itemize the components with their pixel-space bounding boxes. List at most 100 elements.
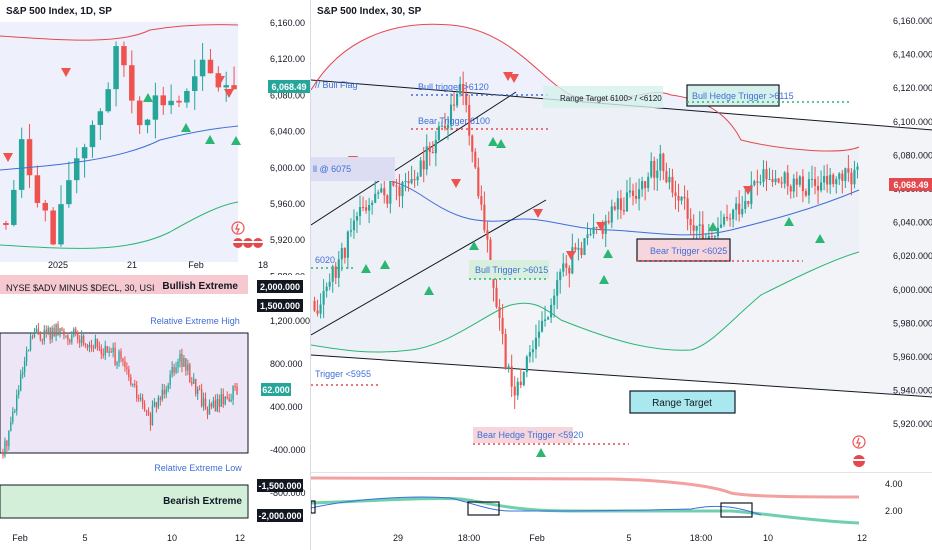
breadth-bar bbox=[19, 374, 22, 391]
candle-body bbox=[662, 153, 665, 172]
candle-body bbox=[531, 349, 534, 353]
intraday-basis bbox=[310, 174, 860, 236]
axis-tick-label: 1,200.000 bbox=[270, 316, 310, 326]
intraday-chart-pane[interactable]: // Bull Flag Bull trigger >6120 Bear Tri… bbox=[310, 0, 932, 472]
buy-arrow-icon bbox=[496, 139, 506, 148]
candle-body bbox=[707, 236, 710, 240]
bull-trigger-6015-box bbox=[469, 260, 549, 279]
breadth-bar bbox=[4, 440, 6, 456]
candle-body bbox=[446, 124, 450, 129]
candle-body bbox=[456, 94, 459, 106]
candle-body bbox=[419, 160, 422, 177]
candle-body bbox=[725, 216, 729, 219]
candle-body bbox=[389, 180, 392, 204]
buy-arrow-icon bbox=[536, 448, 546, 457]
breadth-bar bbox=[27, 350, 30, 352]
candle-body bbox=[583, 238, 586, 256]
daily-last-price: 6,068.49 bbox=[271, 82, 306, 92]
breadth-bar bbox=[124, 361, 126, 368]
breadth-bar bbox=[183, 358, 185, 367]
axis-tick-label: 6,080.000 bbox=[893, 150, 932, 160]
breadth-bar bbox=[51, 327, 53, 340]
breadth-bar bbox=[202, 398, 205, 407]
candle-body bbox=[556, 280, 559, 296]
breadth-bar bbox=[100, 348, 103, 354]
breadth-bar bbox=[71, 335, 73, 343]
intraday-title: S&P 500 Index, 30, SP bbox=[317, 6, 422, 17]
bull-hedge-trigger-label: Bull Hedge Trigger >6115 bbox=[692, 91, 794, 101]
breadth-bar bbox=[118, 351, 120, 363]
candle-body bbox=[747, 200, 750, 205]
breadth-axis: 1,200.000800.000400.000-400.000-800.000-… bbox=[270, 316, 313, 541]
candle-body bbox=[616, 198, 619, 210]
daily-signal-arrows bbox=[3, 68, 241, 162]
candle-body bbox=[513, 386, 516, 396]
breadth-bar bbox=[195, 378, 197, 395]
breadth-bar bbox=[153, 402, 156, 406]
breadth-bar bbox=[94, 338, 97, 348]
candle-body bbox=[462, 83, 465, 94]
candle-body bbox=[832, 174, 835, 185]
candle-body bbox=[81, 147, 88, 159]
relative-extreme-box bbox=[0, 332, 249, 454]
candle-body bbox=[719, 224, 723, 228]
candle-body bbox=[750, 185, 753, 205]
oscillator-axis-4: 4.00 bbox=[885, 479, 903, 489]
sell-arrow-icon bbox=[509, 74, 519, 83]
breadth-bar bbox=[214, 400, 217, 412]
daily-chart-pane[interactable]: S&P 500 Index, 1D, SP 6,160.00 6,120.00 6,… bbox=[0, 0, 310, 318]
breadth-bar bbox=[145, 410, 148, 412]
breadth-bar bbox=[169, 374, 171, 386]
candle-body bbox=[829, 174, 832, 185]
candle-body bbox=[607, 220, 610, 223]
breadth-bar bbox=[45, 329, 47, 334]
breadth-bar bbox=[86, 344, 89, 348]
sell-arrow-icon bbox=[215, 76, 225, 85]
candle-body bbox=[592, 226, 595, 234]
breadth-bar bbox=[181, 353, 183, 367]
level-tag-bg bbox=[257, 479, 303, 492]
candle-body bbox=[199, 59, 206, 77]
candle-body bbox=[835, 179, 838, 185]
candle-body bbox=[231, 85, 237, 90]
breadth-bar bbox=[106, 346, 108, 353]
axis-tick-label: 6,120.00 bbox=[270, 54, 305, 64]
breadth-bar bbox=[163, 389, 165, 395]
candle-body bbox=[34, 175, 41, 203]
candle-body bbox=[410, 178, 413, 184]
candle-body bbox=[631, 190, 635, 196]
candle-body bbox=[780, 182, 783, 184]
intraday-alert-icon[interactable] bbox=[852, 435, 866, 449]
breadth-bar bbox=[232, 385, 234, 400]
oscillator-upper-line bbox=[310, 476, 860, 499]
breadth-bar bbox=[92, 347, 95, 349]
breadth-bar bbox=[18, 390, 20, 395]
breadth-pane[interactable]: Bullish Extreme NYSE $ADV MINUS $DECL, 3… bbox=[0, 275, 313, 541]
candle-body bbox=[589, 233, 592, 235]
candle-body bbox=[525, 356, 528, 373]
candle-body bbox=[425, 146, 428, 170]
axis-tick-label: -800.000 bbox=[270, 488, 306, 498]
oscillator-pane[interactable]: 4.00 2.00 bbox=[310, 472, 932, 525]
breadth-bar bbox=[177, 361, 179, 368]
breadth-bar bbox=[12, 411, 14, 422]
axis-tick-label: 6,040.00 bbox=[270, 127, 305, 137]
candle-body bbox=[701, 224, 704, 240]
buy-arrow-icon bbox=[143, 93, 153, 102]
daily-alert-icon[interactable] bbox=[231, 221, 245, 235]
axis-tick-label: 6,040.000 bbox=[893, 218, 932, 228]
breadth-bar bbox=[108, 351, 110, 353]
candle-body bbox=[392, 180, 395, 186]
candle-body bbox=[601, 225, 604, 234]
breadth-bar bbox=[80, 335, 83, 343]
breadth-bar bbox=[226, 396, 228, 399]
candle-body bbox=[346, 231, 349, 258]
breadth-bar bbox=[10, 421, 12, 431]
candle-body bbox=[489, 239, 492, 270]
candle-body bbox=[777, 178, 780, 183]
candle-body bbox=[361, 207, 365, 209]
breadth-bar bbox=[196, 388, 199, 395]
breadth-bar bbox=[84, 344, 87, 346]
candle-body bbox=[801, 176, 804, 192]
candle-body bbox=[184, 91, 190, 103]
